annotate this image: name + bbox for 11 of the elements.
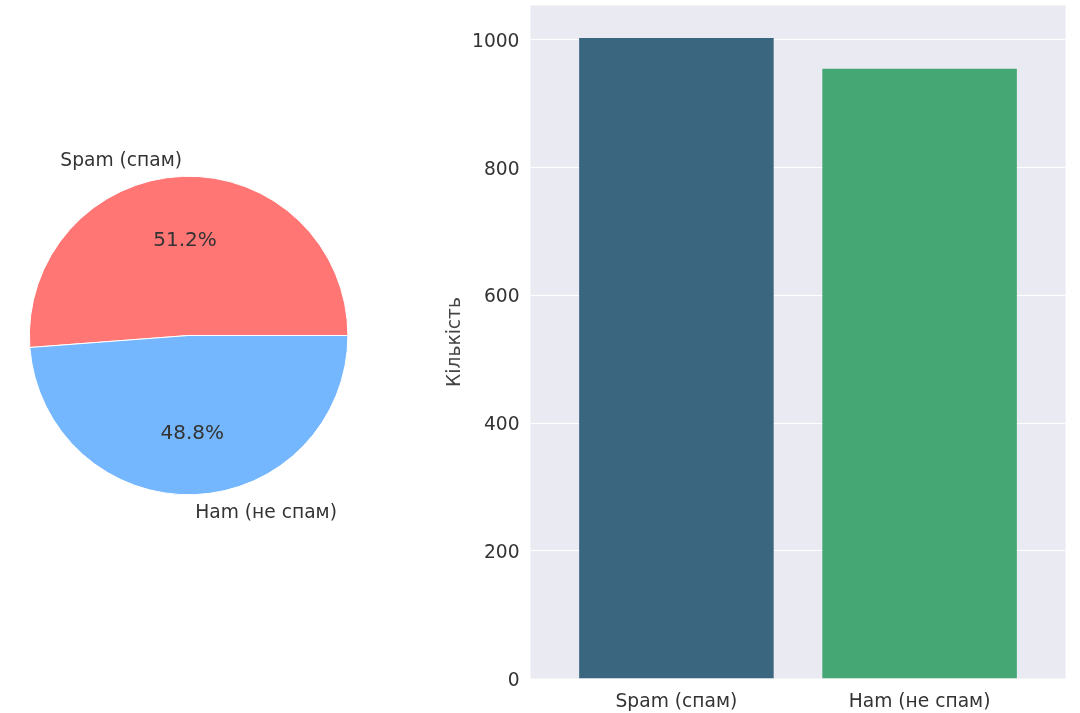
data-label: 48.8% <box>160 419 225 444</box>
data-label: 51.2% <box>153 227 217 252</box>
y-axis-title: Кількість <box>443 297 465 387</box>
y-tick-label: 800 <box>483 157 520 179</box>
slice-label: Ham (не спам) <box>195 501 337 523</box>
y-tick-label: 600 <box>483 285 520 307</box>
slice-label: Spam (спам) <box>60 148 183 170</box>
y-tick-label: 400 <box>483 413 520 435</box>
y-tick-label: 200 <box>483 540 520 562</box>
y-tick-label: 1000 <box>472 29 520 51</box>
y-tick-label: 0 <box>507 668 520 690</box>
